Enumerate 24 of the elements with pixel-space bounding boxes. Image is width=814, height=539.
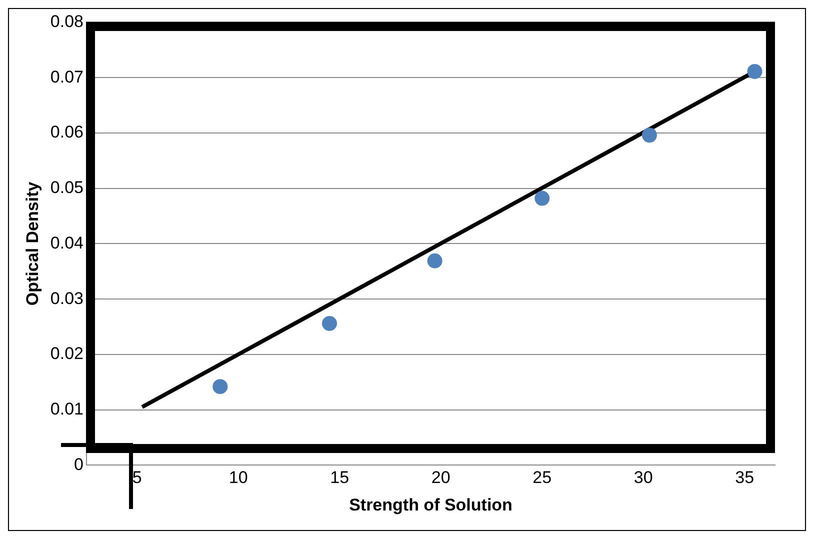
y-tick-label: 0.04 [50, 233, 84, 252]
x-tick-label: 15 [330, 468, 350, 488]
y-tick-label: 0.03 [50, 288, 84, 308]
y-tick-label: 0 [74, 454, 84, 474]
y-tick-label: 0.02 [50, 344, 84, 364]
point [534, 190, 550, 206]
point [747, 64, 762, 79]
y-axis-title: Optical Density [22, 181, 42, 306]
x-axis-title: Strength of Solution [349, 495, 512, 514]
y-tick-label: 0.01 [50, 400, 84, 419]
x-tick-label: 35 [735, 468, 754, 488]
x-tick-label: 10 [228, 468, 248, 488]
point [322, 316, 337, 331]
point [642, 128, 657, 143]
point [427, 253, 442, 268]
x-tick-label: 5 [132, 468, 142, 488]
y-tick-label: 0.05 [50, 178, 84, 198]
y-tick-label: 0.07 [50, 67, 84, 86]
x-tick-label: 25 [532, 468, 552, 488]
x-tick-label: 20 [431, 468, 450, 488]
y-tick-label: 0.08 [50, 12, 84, 31]
y-tick-label: 0.06 [50, 122, 84, 142]
point [212, 379, 228, 394]
x-tick-label: 30 [634, 468, 653, 488]
